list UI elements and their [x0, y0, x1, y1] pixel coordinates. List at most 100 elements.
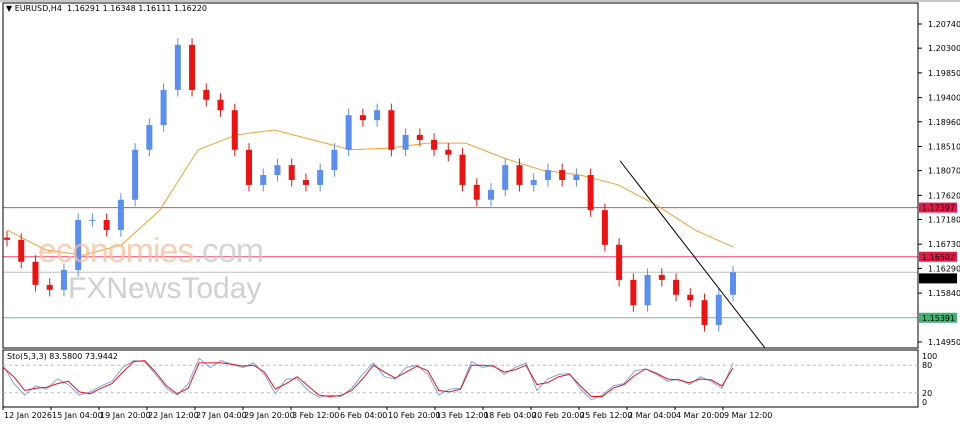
ohlc-close: 1.16220 — [173, 4, 208, 13]
candle-body — [89, 220, 96, 222]
candle-body — [673, 279, 680, 295]
candle-body — [473, 184, 480, 200]
candle-body — [146, 125, 153, 150]
watermark-fxnewstoday: FXNewsToday — [68, 272, 262, 305]
candle-body — [103, 220, 110, 230]
candle-body — [302, 179, 309, 185]
time-tick-label: 3 Feb 12:00 — [292, 411, 339, 420]
candle-body — [174, 44, 181, 90]
candle-body — [402, 134, 409, 150]
candle-body — [260, 175, 267, 185]
time-tick-label: 6 Feb 04:00 — [340, 411, 387, 420]
candle-body — [288, 165, 295, 180]
time-tick-label: 2 Mar 04:00 — [628, 411, 676, 420]
moving-average-line — [6, 129, 734, 256]
stochastic-axis-label: 80 — [922, 361, 932, 370]
candle-body — [374, 110, 381, 121]
candle-body — [75, 220, 82, 271]
candle-body — [431, 139, 438, 150]
candle-body — [445, 149, 452, 155]
candle-body — [544, 170, 551, 180]
price-tick-label: 1.17180 — [928, 216, 960, 225]
candle-body — [658, 274, 665, 280]
trendline — [619, 160, 766, 349]
candle-body — [516, 165, 523, 185]
price-tick-label: 1.16730 — [928, 240, 960, 249]
stochastic-main-line — [2, 357, 734, 401]
candle-body — [502, 165, 509, 190]
candle-body — [687, 294, 694, 301]
time-tick-label: 10 Feb 20:00 — [388, 411, 440, 420]
time-tick-label: 22 Jan 12:00 — [148, 411, 199, 420]
symbol-timeframe: EURUSD,H4 — [14, 4, 62, 13]
price-tick-label: 1.20740 — [928, 20, 960, 29]
candle-body — [488, 189, 494, 200]
candle-body — [416, 134, 423, 140]
stochastic-axis-label: 100 — [922, 352, 937, 361]
stochastic-axis-label: 20 — [922, 389, 932, 398]
candle-body — [730, 272, 736, 295]
candle-body — [231, 110, 238, 150]
candle-body — [160, 89, 167, 126]
candle-body — [203, 89, 210, 100]
time-tick-label: 18 Feb 04:00 — [484, 411, 536, 420]
candle-body — [616, 244, 623, 280]
candle-body — [459, 154, 466, 185]
candle-body — [331, 149, 338, 171]
collapse-arrow-icon[interactable]: ▼ — [6, 4, 13, 13]
candle-body — [630, 279, 637, 306]
level-price-label: 1.17397 — [922, 204, 955, 213]
level-price-badge — [919, 273, 957, 284]
candle-body — [644, 274, 651, 306]
stochastic-signal-line — [2, 360, 734, 397]
candle-body — [189, 44, 196, 90]
candle-body — [701, 300, 708, 325]
candle-body — [388, 110, 395, 150]
time-tick-label: 13 Feb 12:00 — [436, 411, 488, 420]
price-panel-border — [2, 2, 919, 349]
candle-body — [132, 149, 139, 200]
price-tick-label: 1.16290 — [928, 264, 960, 273]
stochastic-axis-label: 0 — [922, 398, 927, 407]
candle-body — [117, 199, 124, 230]
candle-body — [217, 99, 224, 111]
candle-body — [246, 149, 252, 185]
price-tick-label: 1.18510 — [928, 142, 960, 151]
candle-body — [46, 284, 53, 290]
time-tick-label: 4 Mar 20:00 — [676, 411, 724, 420]
level-price-label: 1.16220 — [922, 274, 955, 283]
time-tick-label: 20 Feb 20:00 — [532, 411, 584, 420]
candle-body — [559, 170, 566, 180]
level-price-badge — [919, 202, 957, 213]
price-tick-label: 1.20300 — [928, 44, 960, 53]
level-price-label: 1.16502 — [922, 253, 955, 262]
price-tick-label: 1.19400 — [928, 94, 960, 103]
candle-body — [573, 175, 580, 180]
ohlc-high: 1.16348 — [102, 4, 136, 13]
candle-body — [60, 270, 67, 290]
candle-body — [601, 210, 608, 245]
level-price-badge — [919, 251, 957, 262]
candle-body — [345, 115, 352, 150]
level-price-badge — [919, 312, 957, 323]
price-tick-label: 1.15840 — [928, 289, 960, 298]
price-tick-label: 1.18960 — [928, 118, 960, 127]
candle-body — [18, 239, 25, 262]
candle-body — [274, 165, 281, 176]
price-tick-label: 1.18070 — [928, 167, 960, 176]
chart-header: ▼ EURUSD,H4 1.16291 1.16348 1.16111 1.16… — [6, 4, 207, 13]
ohlc-low: 1.16111 — [138, 4, 172, 13]
time-tick-label: 19 Jan 20:00 — [100, 411, 151, 420]
price-tick-label: 1.17620 — [928, 191, 960, 200]
level-price-label: 1.15391 — [922, 314, 955, 323]
price-tick-label: 1.14950 — [928, 338, 960, 347]
candle-body — [359, 115, 366, 121]
time-tick-label: 27 Jan 04:00 — [196, 411, 247, 420]
time-tick-label: 25 Feb 12:00 — [580, 411, 632, 420]
ohlc-open: 1.16291 — [67, 4, 101, 13]
indicator-panel-border — [2, 349, 919, 408]
time-tick-label: 29 Jan 20:00 — [244, 411, 295, 420]
price-tick-label: 1.19850 — [928, 69, 960, 78]
